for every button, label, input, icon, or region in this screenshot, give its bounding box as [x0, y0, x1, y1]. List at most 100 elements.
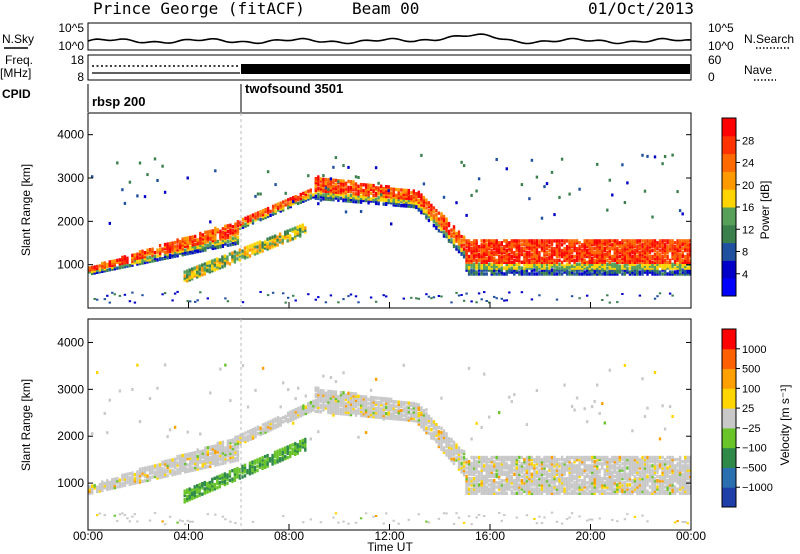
power-cell: [523, 266, 526, 270]
velocity-cell: [199, 449, 202, 454]
power-cell: [402, 297, 405, 300]
power-cell: [633, 260, 637, 264]
power-cell: [364, 196, 368, 201]
velocity-cell: [437, 436, 441, 440]
velocity-cell: [221, 451, 225, 455]
power-cell: [666, 262, 669, 266]
velocity-cell: [588, 485, 591, 489]
velocity-cell: [462, 521, 466, 524]
velocity-cell: [226, 441, 230, 445]
power-cell: [116, 161, 119, 165]
power-cell: [586, 294, 589, 297]
power-cell: [673, 258, 677, 263]
velocity-cell: [591, 474, 594, 479]
power-cell: [221, 244, 225, 248]
power-cell: [470, 262, 473, 266]
power-cell: [500, 262, 503, 266]
velocity-cell: [334, 407, 338, 411]
velocity-cell: [578, 487, 581, 491]
velocity-cell: [510, 470, 513, 474]
velocity-cell: [581, 468, 584, 472]
power-cell: [548, 262, 551, 266]
power-cell: [591, 239, 594, 243]
velocity-cell: [525, 491, 529, 495]
velocity-cell: [337, 401, 340, 405]
power-cell: [304, 198, 307, 202]
power-cell: [181, 247, 184, 251]
power-cell: [179, 247, 182, 251]
power-cell: [415, 197, 418, 202]
power-cell: [525, 264, 529, 268]
power-cell: [173, 246, 177, 251]
power-cell: [296, 229, 299, 233]
power-cell: [563, 258, 566, 263]
power-cell: [221, 261, 224, 265]
power-cell: [485, 256, 488, 261]
power-cell: [472, 272, 476, 276]
velocity-cell: [543, 472, 546, 476]
power-cell: [462, 237, 466, 241]
power-cell: [591, 268, 594, 272]
power-cell: [407, 202, 410, 206]
power-cell: [525, 247, 529, 251]
power-cell: [633, 268, 637, 272]
power-cell: [307, 174, 310, 178]
power-ytick-label: 3000: [57, 171, 84, 185]
power-cell: [596, 254, 599, 259]
power-cell: [131, 255, 134, 259]
velocity-cell: [206, 454, 209, 458]
power-cell: [523, 241, 526, 245]
velocity-cell: [196, 463, 199, 467]
power-cell: [193, 274, 196, 278]
velocity-cell: [362, 395, 365, 399]
power-cell: [352, 188, 355, 192]
power-cell: [678, 262, 682, 266]
velocity-cell: [430, 421, 433, 425]
velocity-cell: [510, 455, 513, 460]
velocity-cell: [349, 406, 353, 410]
power-cell: [249, 220, 252, 224]
velocity-cell: [324, 397, 328, 402]
power-cell: [317, 187, 320, 191]
power-cell: [472, 241, 476, 245]
velocity-cell: [91, 486, 94, 491]
velocity-cell: [241, 436, 245, 441]
power-cell: [184, 244, 187, 248]
velocity-cell: [221, 515, 225, 518]
power-cell: [251, 243, 254, 247]
power-cell: [480, 260, 483, 264]
power-cell: [598, 250, 601, 255]
power-cell: [445, 219, 448, 223]
power-cell: [498, 272, 501, 276]
power-cell: [470, 256, 473, 261]
velocity-cell: [528, 489, 531, 493]
velocity-cell: [533, 457, 536, 462]
power-cell: [467, 256, 471, 261]
power-cell: [548, 272, 551, 276]
velocity-cell: [397, 408, 400, 413]
power-cell: [352, 199, 355, 204]
velocity-cell: [515, 487, 518, 491]
velocity-cell: [560, 489, 564, 493]
velocity-cell: [111, 482, 114, 486]
power-cell: [224, 228, 227, 232]
velocity-cell: [533, 468, 536, 472]
velocity-cell: [234, 456, 237, 461]
power-cell: [515, 241, 518, 245]
power-cell: [545, 260, 549, 264]
power-cell: [588, 256, 591, 261]
power-cell: [530, 270, 534, 274]
power-cell: [503, 254, 506, 259]
power-cell: [362, 196, 365, 201]
power-cell: [548, 268, 551, 272]
velocity-cell: [485, 460, 488, 464]
power-cell: [151, 259, 154, 263]
velocity-cell: [369, 395, 373, 400]
power-cell: [234, 238, 237, 242]
power-cell: [186, 277, 189, 281]
velocity-cell: [322, 374, 325, 378]
velocity-cell: [372, 410, 375, 415]
power-cell: [573, 272, 576, 276]
velocity-cell: [354, 411, 358, 415]
power-cell: [234, 232, 237, 236]
